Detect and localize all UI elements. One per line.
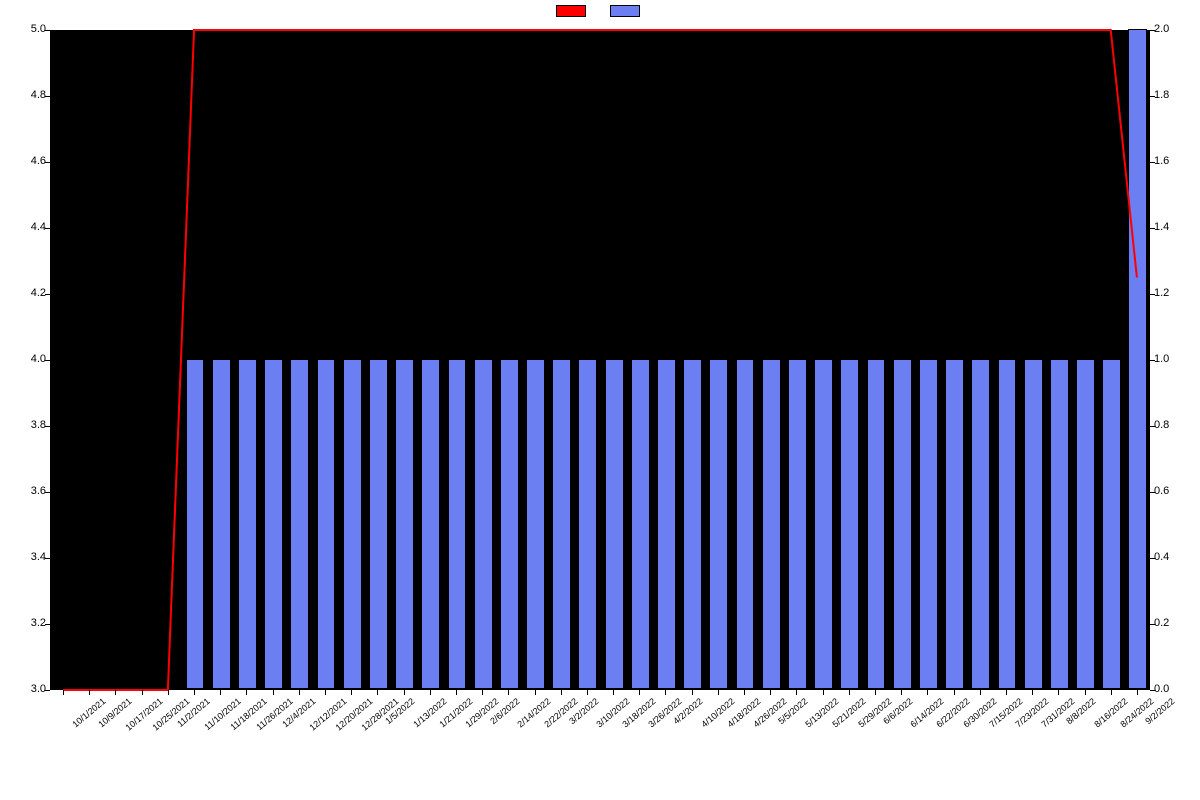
bar xyxy=(238,359,257,689)
y-right-tick: 0.0 xyxy=(1154,683,1194,695)
legend-item-line xyxy=(556,5,590,17)
y-right-tick: 1.8 xyxy=(1154,89,1194,101)
y-right-tick: 1.4 xyxy=(1154,221,1194,233)
bar xyxy=(264,359,283,689)
bar xyxy=(683,359,702,689)
bar xyxy=(552,359,571,689)
legend-swatch-blue xyxy=(610,5,640,17)
y-left-tick: 4.4 xyxy=(6,221,46,233)
bar xyxy=(448,359,467,689)
bar xyxy=(1076,359,1095,689)
y-right-tick: 0.6 xyxy=(1154,485,1194,497)
dual-axis-chart: 3.0 3.2 3.4 3.6 3.8 4.0 4.2 4.4 4.6 4.8 5.0 0.0 0.2 0… xyxy=(0,0,1200,800)
y-left-tick: 3.4 xyxy=(6,551,46,563)
y-left-tick: 3.6 xyxy=(6,485,46,497)
bar xyxy=(1050,359,1069,689)
y-left-tick: 3.0 xyxy=(6,683,46,695)
y-right-tick: 0.4 xyxy=(1154,551,1194,563)
bar xyxy=(736,359,755,689)
bar xyxy=(814,359,833,689)
bar xyxy=(709,359,728,689)
legend xyxy=(556,5,644,17)
y-left-tick: 4.0 xyxy=(6,353,46,365)
bar xyxy=(526,359,545,689)
bar xyxy=(500,359,519,689)
y-right-tick: 1.6 xyxy=(1154,155,1194,167)
y-left-tick: 4.6 xyxy=(6,155,46,167)
bar xyxy=(1128,29,1147,689)
y-right-tick: 0.2 xyxy=(1154,617,1194,629)
bar xyxy=(474,359,493,689)
y-left-tick: 5.0 xyxy=(6,23,46,35)
bar xyxy=(1102,359,1121,689)
legend-item-bar xyxy=(610,5,644,17)
bar xyxy=(998,359,1017,689)
bar xyxy=(867,359,886,689)
bar xyxy=(840,359,859,689)
legend-swatch-red xyxy=(556,5,586,17)
bar xyxy=(578,359,597,689)
bar xyxy=(893,359,912,689)
bar xyxy=(186,359,205,689)
bar xyxy=(762,359,781,689)
bar xyxy=(788,359,807,689)
bar xyxy=(343,359,362,689)
y-left-tick: 3.2 xyxy=(6,617,46,629)
plot-area xyxy=(50,30,1150,690)
bar xyxy=(290,359,309,689)
y-left-tick: 4.2 xyxy=(6,287,46,299)
bar xyxy=(971,359,990,689)
bar xyxy=(945,359,964,689)
y-right-tick: 0.8 xyxy=(1154,419,1194,431)
bar xyxy=(369,359,388,689)
bar xyxy=(657,359,676,689)
y-right-tick: 1.0 xyxy=(1154,353,1194,365)
bar xyxy=(605,359,624,689)
bar xyxy=(631,359,650,689)
y-left-tick: 4.8 xyxy=(6,89,46,101)
bar xyxy=(212,359,231,689)
bar xyxy=(421,359,440,689)
bar xyxy=(919,359,938,689)
y-right-tick: 2.0 xyxy=(1154,23,1194,35)
bar xyxy=(395,359,414,689)
bar xyxy=(1024,359,1043,689)
y-left-tick: 3.8 xyxy=(6,419,46,431)
bar xyxy=(317,359,336,689)
y-right-tick: 1.2 xyxy=(1154,287,1194,299)
